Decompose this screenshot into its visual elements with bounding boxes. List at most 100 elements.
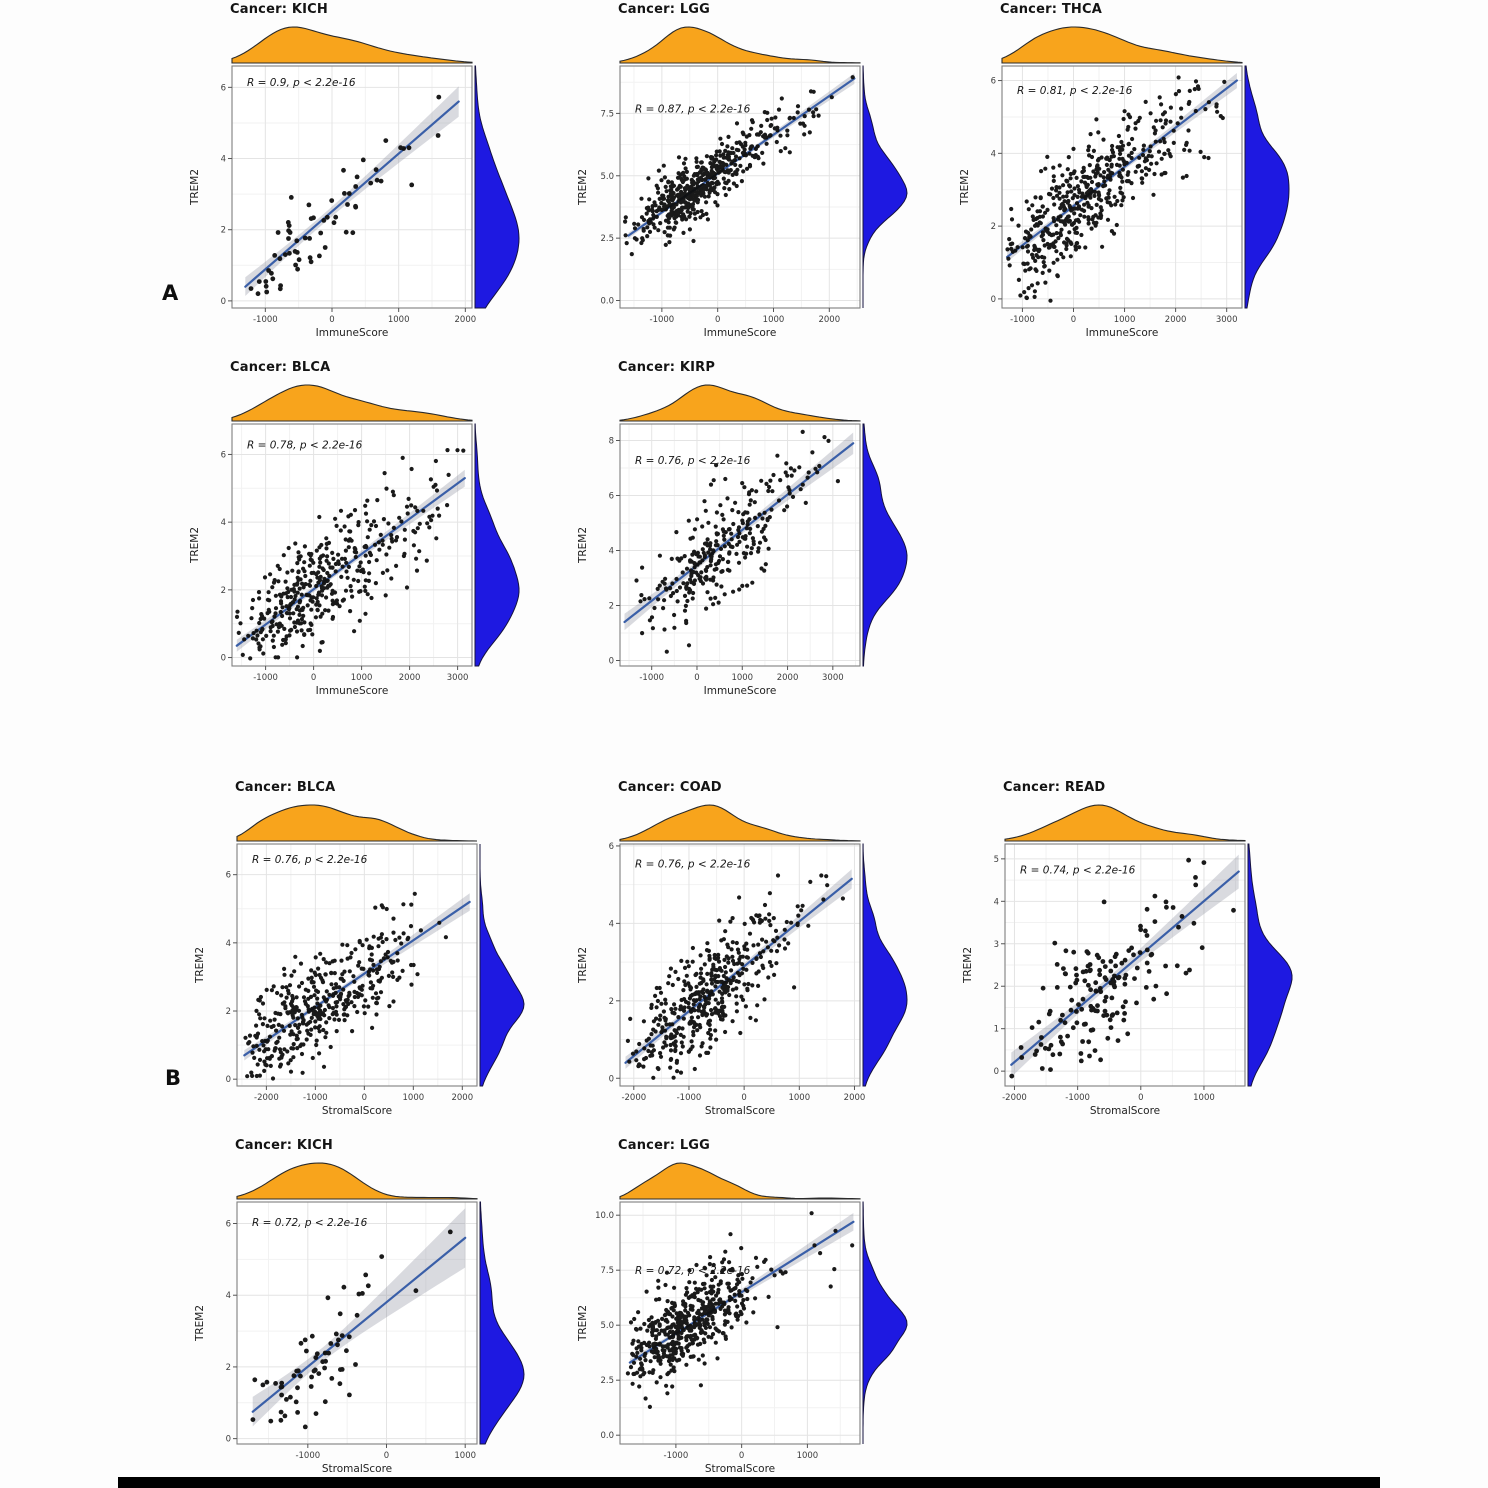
x-axis-label: StromalScore xyxy=(322,1463,392,1475)
correlation-annotation: R = 0.78, p < 2.2e-16 xyxy=(247,439,363,451)
svg-text:8: 8 xyxy=(609,437,614,447)
correlation-annotation: R = 0.76, p < 2.2e-16 xyxy=(635,858,751,870)
gridlines xyxy=(237,1202,477,1444)
jointplot-svg: R = 0.74, p < 2.2e-16 -2000 -1000 0 1000 0 1 2 3… xyxy=(962,804,1293,1117)
correlation-annotation: R = 0.74, p < 2.2e-16 xyxy=(1020,864,1136,876)
plot-title: Cancer: READ xyxy=(1003,780,1106,795)
svg-text:0: 0 xyxy=(1071,315,1076,325)
svg-text:-1000: -1000 xyxy=(639,673,664,683)
svg-text:0: 0 xyxy=(384,1451,389,1461)
jointplot-svg: R = 0.78, p < 2.2e-16 -1000 0 1000 2000 3000 0… xyxy=(189,384,520,697)
axis-ticks: -1000 0 1000 0.0 2.5 5.0 7.5 10.0 xyxy=(595,1211,818,1461)
x-axis-label: ImmuneScore xyxy=(1086,327,1159,339)
svg-text:2.5: 2.5 xyxy=(600,1376,614,1386)
svg-text:-2000: -2000 xyxy=(1002,1093,1027,1103)
regression-line xyxy=(243,900,471,1057)
axis-ticks: -1000 0 1000 2000 0.0 2.5 5.0 7.5 xyxy=(600,109,840,325)
svg-text:2: 2 xyxy=(221,226,226,236)
panel-border xyxy=(231,423,473,667)
plot-title: Cancer: KICH xyxy=(235,1138,333,1153)
svg-text:0.0: 0.0 xyxy=(600,1431,614,1441)
svg-text:2000: 2000 xyxy=(1165,315,1187,325)
x-axis-label: ImmuneScore xyxy=(704,327,777,339)
jointplot-svg: R = 0.87, p < 2.2e-16 -1000 0 1000 2000 0.0 2.… xyxy=(577,26,908,339)
svg-text:2000: 2000 xyxy=(844,1093,866,1103)
svg-text:1000: 1000 xyxy=(788,1093,810,1103)
gridlines xyxy=(232,66,472,308)
marginal-density-right xyxy=(862,843,908,1087)
regression-line xyxy=(1010,870,1240,1066)
panel-background xyxy=(620,66,860,308)
axis-ticks: -1000 0 1000 2000 3000 0 2 4 6 8 xyxy=(609,437,844,684)
svg-text:6: 6 xyxy=(609,492,614,502)
svg-text:7.5: 7.5 xyxy=(600,109,614,119)
panel-border xyxy=(619,65,861,309)
svg-text:2000: 2000 xyxy=(399,673,421,683)
y-axis-label: TREM2 xyxy=(962,947,974,984)
x-axis-label: StromalScore xyxy=(322,1105,392,1117)
correlation-annotation: R = 0.72, p < 2.2e-16 xyxy=(635,1265,751,1277)
scatter-points xyxy=(625,1211,855,1409)
svg-text:2000: 2000 xyxy=(451,1093,473,1103)
marginal-density-right xyxy=(862,1201,908,1444)
scatter-points xyxy=(1005,75,1227,303)
y-axis-label: TREM2 xyxy=(194,1305,206,1342)
svg-text:4: 4 xyxy=(226,1291,231,1301)
svg-text:2: 2 xyxy=(609,602,614,612)
svg-text:2: 2 xyxy=(221,586,226,596)
svg-text:3000: 3000 xyxy=(822,673,844,683)
jointplot-b-kich: R = 0.72, p < 2.2e-16 -1000 0 1000 0 2 4 6 Strom… xyxy=(175,1136,555,1488)
svg-text:6: 6 xyxy=(609,842,614,852)
marginal-density-right xyxy=(479,1201,525,1445)
correlation-annotation: R = 0.76, p < 2.2e-16 xyxy=(252,854,368,866)
svg-text:2000: 2000 xyxy=(455,315,477,325)
jointplot-a-blca: R = 0.78, p < 2.2e-16 -1000 0 1000 2000 3000 0… xyxy=(170,358,550,716)
correlation-annotation: R = 0.87, p < 2.2e-16 xyxy=(635,103,751,115)
svg-text:4: 4 xyxy=(609,547,614,557)
svg-text:4: 4 xyxy=(221,155,226,165)
svg-text:0: 0 xyxy=(994,1067,999,1077)
svg-text:10.0: 10.0 xyxy=(595,1211,614,1221)
svg-text:7.5: 7.5 xyxy=(600,1266,614,1276)
jointplot-a-kich: R = 0.9, p < 2.2e-16 -1000 0 1000 2000 0 2 4 6 Im… xyxy=(170,0,550,358)
panel-border xyxy=(1004,843,1246,1087)
correlation-annotation: R = 0.9, p < 2.2e-16 xyxy=(247,77,356,89)
jointplot-svg: R = 0.81, p < 2.2e-16 -1000 0 1000 2000 3000 0… xyxy=(959,26,1290,339)
svg-text:1000: 1000 xyxy=(1114,315,1136,325)
svg-text:0: 0 xyxy=(715,315,720,325)
svg-text:4: 4 xyxy=(991,149,996,159)
svg-text:0: 0 xyxy=(226,1075,231,1085)
y-axis-label: TREM2 xyxy=(577,947,589,984)
axis-ticks: -1000 0 1000 2000 3000 0 2 4 6 xyxy=(221,450,469,683)
jointplot-b-blca: R = 0.76, p < 2.2e-16 -2000 -1000 0 1000 2000… xyxy=(175,778,555,1136)
svg-text:0: 0 xyxy=(221,297,226,307)
svg-text:2000: 2000 xyxy=(818,315,840,325)
svg-text:1000: 1000 xyxy=(454,1451,476,1461)
x-axis-label: StromalScore xyxy=(705,1463,775,1475)
svg-text:0.0: 0.0 xyxy=(600,297,614,307)
svg-text:0: 0 xyxy=(311,673,316,683)
marginal-density-top xyxy=(619,384,861,422)
svg-text:-1000: -1000 xyxy=(677,1093,702,1103)
y-axis-label: TREM2 xyxy=(959,169,971,206)
correlation-annotation: R = 0.81, p < 2.2e-16 xyxy=(1017,85,1133,97)
marginal-density-right xyxy=(1247,843,1293,1087)
panel-border xyxy=(619,843,861,1087)
svg-text:-1000: -1000 xyxy=(295,1451,320,1461)
panel-border xyxy=(236,843,478,1087)
y-axis-label: TREM2 xyxy=(189,169,201,206)
svg-text:3000: 3000 xyxy=(447,673,469,683)
svg-text:6: 6 xyxy=(991,77,996,87)
panel-label-b: B xyxy=(165,1066,182,1090)
svg-text:2000: 2000 xyxy=(777,673,799,683)
jointplot-a-kirp: R = 0.76, p < 2.2e-16 -1000 0 1000 2000 3000 0… xyxy=(558,358,938,716)
svg-text:4: 4 xyxy=(609,919,614,929)
gridlines xyxy=(232,424,472,666)
axis-ticks: -1000 0 1000 2000 3000 0 2 4 6 xyxy=(991,77,1238,325)
svg-text:-1000: -1000 xyxy=(303,1093,328,1103)
axis-ticks: -1000 0 1000 2000 0 2 4 6 xyxy=(221,83,477,325)
svg-text:2: 2 xyxy=(991,222,996,232)
gridlines xyxy=(620,844,860,1086)
jointplot-svg: R = 0.72, p < 2.2e-16 -1000 0 1000 0.0 2.5 5.0… xyxy=(577,1162,908,1475)
svg-text:2: 2 xyxy=(609,997,614,1007)
